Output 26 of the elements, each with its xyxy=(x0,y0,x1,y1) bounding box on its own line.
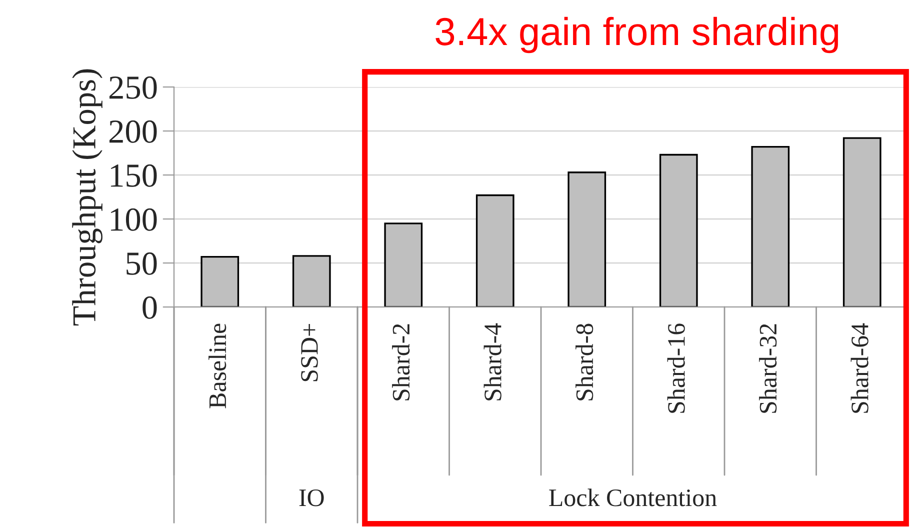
bar xyxy=(751,146,790,307)
y-tick-label: 250 xyxy=(109,76,157,99)
bar xyxy=(476,194,514,307)
x-tick-label: Shard-4 xyxy=(484,323,502,400)
y-tick-label: 100 xyxy=(110,208,157,231)
bar xyxy=(842,137,882,307)
y-tick-label: 200 xyxy=(109,120,157,143)
bar xyxy=(659,154,698,307)
x-tick-label: Shard-64 xyxy=(850,323,868,413)
x-tick-label: Shard-2 xyxy=(392,324,410,400)
bar xyxy=(384,222,423,307)
x-tick-label: SSD+ xyxy=(301,324,318,382)
y-axis-title: Throughput (Kops) xyxy=(72,69,102,326)
x-tick-label: Shard-16 xyxy=(667,324,685,413)
bar xyxy=(568,172,606,307)
bar xyxy=(200,256,240,307)
x-tick-label: Shard-32 xyxy=(759,324,777,413)
bar xyxy=(292,255,331,307)
text: IO xyxy=(299,489,324,506)
y-tick-label: 0 xyxy=(142,296,157,319)
text: Lock Contention xyxy=(549,488,717,506)
x-tick-label: Baseline xyxy=(208,324,226,408)
y-tick-label: 150 xyxy=(110,164,157,187)
x-tick-label: Shard-8 xyxy=(576,324,594,400)
y-tick-label: 50 xyxy=(126,252,157,275)
text: 3.4x gain from sharding xyxy=(436,16,838,54)
